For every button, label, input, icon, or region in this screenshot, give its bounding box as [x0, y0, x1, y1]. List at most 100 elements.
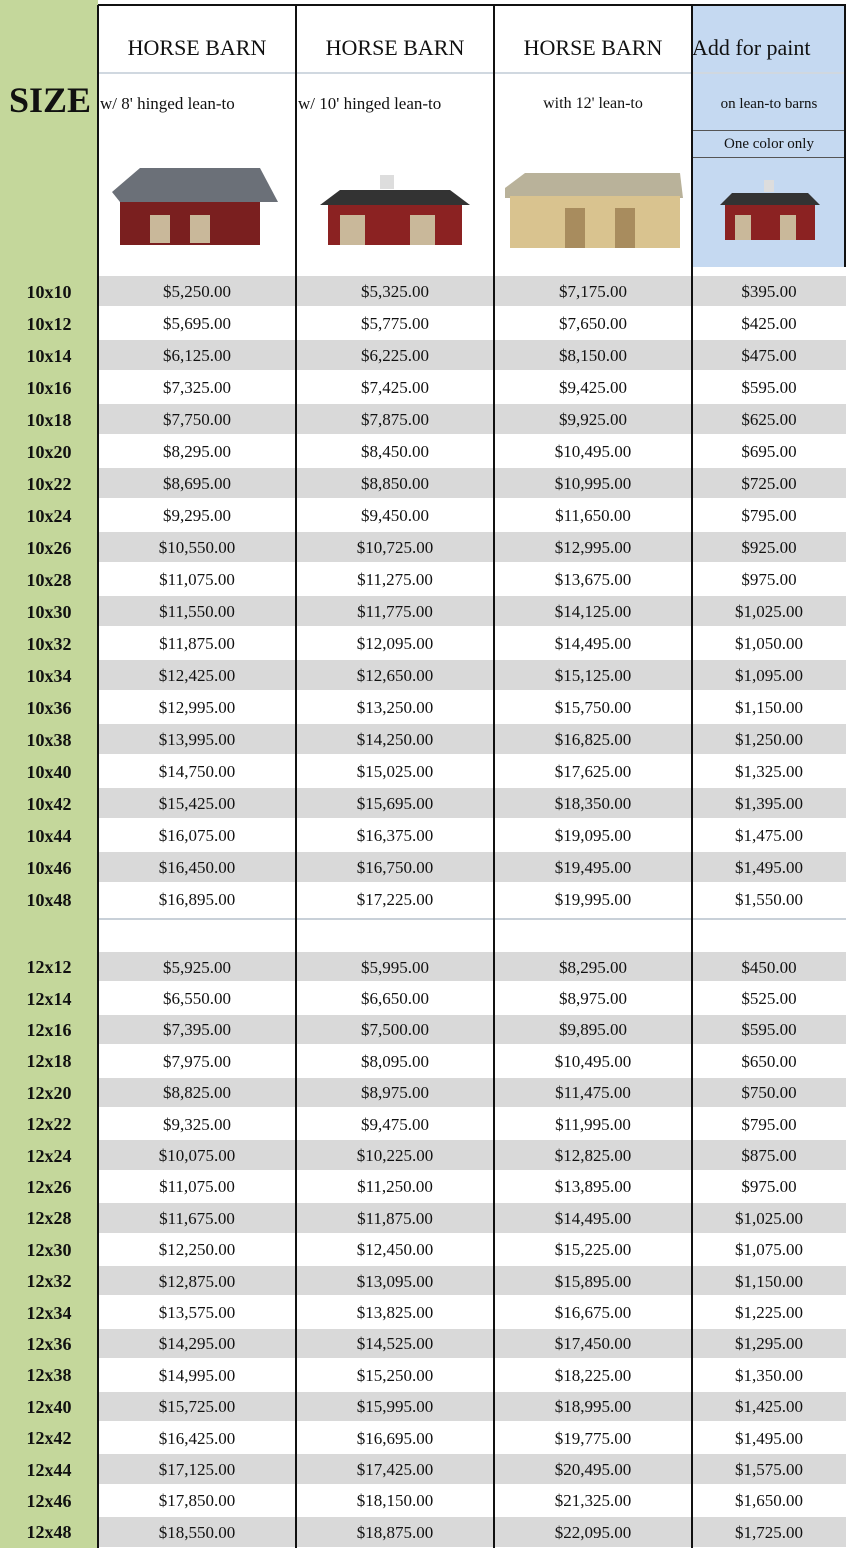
size-cell: 12x42 — [0, 1423, 98, 1454]
price-cell: $17,425.00 — [296, 1454, 494, 1485]
barn-image — [720, 175, 820, 245]
size-cell: 12x24 — [0, 1140, 98, 1171]
size-cell: 10x34 — [0, 660, 98, 692]
size-cell: 10x16 — [0, 372, 98, 404]
price-cell: $7,500.00 — [296, 1015, 494, 1046]
size-cell: 10x18 — [0, 404, 98, 436]
price-cell: $18,150.00 — [296, 1486, 494, 1517]
price-cell: $6,650.00 — [296, 983, 494, 1014]
price-cell: $1,550.00 — [692, 884, 846, 916]
size-cell: 12x38 — [0, 1360, 98, 1391]
price-cell: $17,225.00 — [296, 884, 494, 916]
price-cell: $725.00 — [692, 468, 846, 500]
price-cell: $1,250.00 — [692, 724, 846, 756]
price-cell: $795.00 — [692, 500, 846, 532]
price-cell: $15,695.00 — [296, 788, 494, 820]
price-cell: $8,850.00 — [296, 468, 494, 500]
price-cell: $9,295.00 — [98, 500, 296, 532]
paint-note: One color only — [692, 130, 846, 158]
price-cell: $1,425.00 — [692, 1392, 846, 1423]
header-rule — [98, 72, 846, 74]
price-cell: $13,825.00 — [296, 1297, 494, 1328]
price-cell: $7,325.00 — [98, 372, 296, 404]
price-cell: $450.00 — [692, 952, 846, 983]
price-cell: $10,495.00 — [494, 436, 692, 468]
price-cell: $15,750.00 — [494, 692, 692, 724]
price-cell: $12,875.00 — [98, 1266, 296, 1297]
price-cell: $10,995.00 — [494, 468, 692, 500]
price-cell: $16,450.00 — [98, 852, 296, 884]
price-cell: $7,425.00 — [296, 372, 494, 404]
price-cell: $14,750.00 — [98, 756, 296, 788]
price-cell: $12,995.00 — [494, 532, 692, 564]
size-cell: 12x36 — [0, 1329, 98, 1360]
price-cell: $15,895.00 — [494, 1266, 692, 1297]
price-cell: $19,775.00 — [494, 1423, 692, 1454]
price-cell: $10,225.00 — [296, 1140, 494, 1171]
column-title: HORSE BARN — [296, 28, 494, 68]
size-cell: 10x12 — [0, 308, 98, 340]
price-cell: $10,495.00 — [494, 1046, 692, 1077]
price-cell: $13,095.00 — [296, 1266, 494, 1297]
price-cell: $12,650.00 — [296, 660, 494, 692]
size-cell: 10x44 — [0, 820, 98, 852]
size-cell: 10x48 — [0, 884, 98, 916]
price-cell: $17,850.00 — [98, 1486, 296, 1517]
price-cell: $10,725.00 — [296, 532, 494, 564]
price-cell: $13,995.00 — [98, 724, 296, 756]
price-cell: $17,625.00 — [494, 756, 692, 788]
price-cell: $18,550.00 — [98, 1517, 296, 1548]
price-cell: $13,895.00 — [494, 1172, 692, 1203]
column-subtitle: with 12' lean-to — [494, 88, 692, 120]
price-cell: $9,475.00 — [296, 1109, 494, 1140]
size-cell: 12x32 — [0, 1266, 98, 1297]
size-heading: SIZE — [0, 75, 100, 125]
price-cell: $11,650.00 — [494, 500, 692, 532]
price-cell: $14,495.00 — [494, 1203, 692, 1234]
price-cell: $1,325.00 — [692, 756, 846, 788]
price-cell: $12,450.00 — [296, 1235, 494, 1266]
price-cell: $11,275.00 — [296, 564, 494, 596]
column-divider — [97, 5, 99, 1548]
column-subtitle: w/ 8' hinged lean-to — [98, 88, 296, 120]
price-cell: $11,995.00 — [494, 1109, 692, 1140]
price-cell: $15,425.00 — [98, 788, 296, 820]
column-divider — [691, 5, 693, 1548]
price-cell: $1,150.00 — [692, 1266, 846, 1297]
size-cell: 12x22 — [0, 1109, 98, 1140]
size-cell: 10x46 — [0, 852, 98, 884]
column-title: Add for paint — [692, 28, 846, 68]
price-cell: $16,750.00 — [296, 852, 494, 884]
price-cell: $14,495.00 — [494, 628, 692, 660]
price-cell: $1,025.00 — [692, 1203, 846, 1234]
price-cell: $5,325.00 — [296, 276, 494, 308]
size-cell: 10x26 — [0, 532, 98, 564]
price-cell: $20,495.00 — [494, 1454, 692, 1485]
price-cell: $9,450.00 — [296, 500, 494, 532]
price-cell: $5,775.00 — [296, 308, 494, 340]
price-cell: $19,095.00 — [494, 820, 692, 852]
size-cell: 12x28 — [0, 1203, 98, 1234]
price-cell: $12,825.00 — [494, 1140, 692, 1171]
price-cell: $10,550.00 — [98, 532, 296, 564]
size-cell: 12x44 — [0, 1454, 98, 1485]
price-cell: $14,295.00 — [98, 1329, 296, 1360]
size-cell: 12x40 — [0, 1392, 98, 1423]
price-cell: $11,875.00 — [98, 628, 296, 660]
group-rule — [98, 918, 846, 920]
size-cell: 10x40 — [0, 756, 98, 788]
price-cell: $8,450.00 — [296, 436, 494, 468]
price-cell: $6,125.00 — [98, 340, 296, 372]
price-cell: $16,675.00 — [494, 1297, 692, 1328]
price-cell: $22,095.00 — [494, 1517, 692, 1548]
price-cell: $1,025.00 — [692, 596, 846, 628]
top-border — [98, 4, 846, 6]
price-cell: $9,425.00 — [494, 372, 692, 404]
price-cell: $5,925.00 — [98, 952, 296, 983]
price-cell: $5,250.00 — [98, 276, 296, 308]
price-cell: $1,495.00 — [692, 1423, 846, 1454]
size-cell: 10x32 — [0, 628, 98, 660]
price-cell: $9,925.00 — [494, 404, 692, 436]
price-cell: $395.00 — [692, 276, 846, 308]
size-cell: 12x18 — [0, 1046, 98, 1077]
